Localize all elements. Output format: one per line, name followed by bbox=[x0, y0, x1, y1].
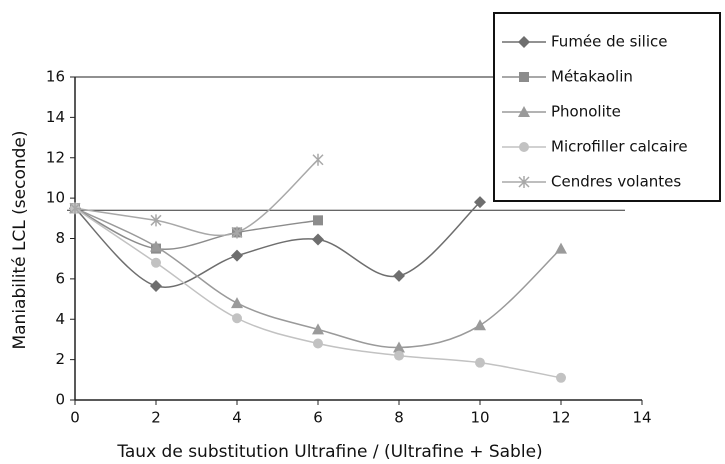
x-tick-label: 2 bbox=[151, 409, 161, 427]
y-tick-label: 10 bbox=[46, 189, 65, 207]
x-tick-label: 12 bbox=[551, 409, 570, 427]
x-tick-label: 0 bbox=[70, 409, 80, 427]
y-axis-label: Maniabilité LCL (seconde) bbox=[10, 130, 30, 349]
marker bbox=[474, 319, 486, 331]
legend-label: Microfiller calcaire bbox=[551, 138, 688, 156]
series-line bbox=[74, 159, 319, 237]
marker bbox=[150, 240, 162, 252]
marker bbox=[312, 233, 324, 246]
legend-label: Cendres volantes bbox=[551, 173, 681, 191]
marker bbox=[313, 215, 323, 226]
series-line bbox=[74, 201, 481, 288]
marker bbox=[231, 226, 243, 239]
marker bbox=[518, 176, 530, 188]
marker bbox=[556, 372, 566, 383]
x-tick-label: 14 bbox=[632, 409, 651, 427]
x-tick-label: 6 bbox=[313, 409, 323, 427]
marker bbox=[474, 196, 486, 209]
x-tick-label: 10 bbox=[470, 409, 489, 427]
marker bbox=[518, 36, 530, 48]
x-axis-label: Taux de substitution Ultrafine / (Ultraf… bbox=[116, 442, 542, 462]
y-tick-label: 12 bbox=[46, 148, 65, 166]
y-tick-label: 8 bbox=[55, 229, 65, 247]
marker bbox=[150, 214, 162, 227]
y-tick-label: 2 bbox=[55, 350, 65, 368]
marker bbox=[555, 242, 567, 254]
marker bbox=[312, 153, 324, 166]
marker bbox=[150, 279, 162, 292]
marker bbox=[69, 202, 81, 215]
y-tick-label: 4 bbox=[55, 310, 65, 328]
legend-box bbox=[493, 12, 721, 202]
y-tick-label: 6 bbox=[55, 269, 65, 287]
marker bbox=[519, 72, 529, 82]
y-tick-label: 0 bbox=[55, 391, 65, 409]
x-tick-label: 8 bbox=[394, 409, 404, 427]
marker bbox=[231, 249, 243, 262]
series-line bbox=[74, 207, 319, 250]
marker bbox=[312, 323, 324, 335]
legend-label: Métakaolin bbox=[551, 68, 633, 86]
marker bbox=[519, 142, 529, 152]
marker bbox=[232, 313, 242, 324]
marker bbox=[518, 106, 530, 117]
marker bbox=[231, 297, 243, 309]
marker bbox=[394, 350, 404, 361]
marker bbox=[393, 269, 405, 282]
x-tick-label: 4 bbox=[232, 409, 242, 427]
y-tick-label: 14 bbox=[46, 108, 65, 126]
marker bbox=[313, 338, 323, 349]
legend-label: Fumée de silice bbox=[551, 33, 667, 51]
legend-label: Phonolite bbox=[551, 103, 621, 121]
marker bbox=[475, 357, 485, 368]
y-tick-label: 16 bbox=[46, 68, 65, 86]
marker bbox=[393, 341, 405, 353]
marker bbox=[151, 257, 161, 268]
